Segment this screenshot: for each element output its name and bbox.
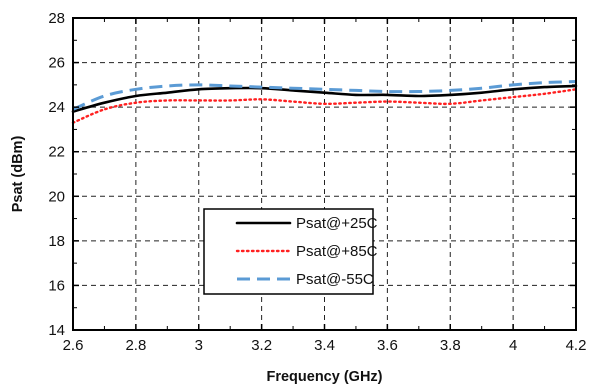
x-tick-label: 3 [195,337,203,354]
x-tick-label: 4.2 [566,337,587,354]
legend-label-psat-25c: Psat@+25C [296,215,378,232]
y-tick-label: 14 [48,322,65,339]
y-tick-label: 16 [48,277,65,294]
x-tick-label: 4 [509,337,517,354]
series-line-1 [71,88,578,124]
x-tick-label: 2.6 [63,337,84,354]
y-tick-label: 18 [48,233,65,250]
legend-label-psat-85c: Psat@+85C [296,243,378,260]
legend-label-psat-minus55c: Psat@-55C [296,271,374,288]
x-axis-title: Frequency (GHz) [266,369,382,385]
y-axis-title: Psat (dBm) [10,136,26,213]
y-tick-label: 22 [48,144,65,161]
legend: Psat@+25C Psat@+85C Psat@-55C [203,208,378,295]
y-tick-label: 28 [48,10,65,27]
grid [73,18,576,330]
series-lines [71,80,578,124]
x-tick-label: 2.8 [125,337,146,354]
x-tick-label: 3.2 [251,337,272,354]
x-tick-label: 3.6 [377,337,398,354]
y-tick-label: 20 [48,188,65,205]
tick-labels: 2.6 2.8 3 3.2 3.4 3.6 3.8 4 4.2 14 16 18 20 22 24 26 28 [48,10,586,354]
ticks [72,17,577,331]
series-line-2 [72,80,577,111]
series-line-0 [71,84,578,113]
y-tick-label: 24 [48,99,65,116]
x-tick-label: 3.4 [314,337,335,354]
y-tick-label: 26 [48,55,65,72]
x-tick-label: 3.8 [440,337,461,354]
